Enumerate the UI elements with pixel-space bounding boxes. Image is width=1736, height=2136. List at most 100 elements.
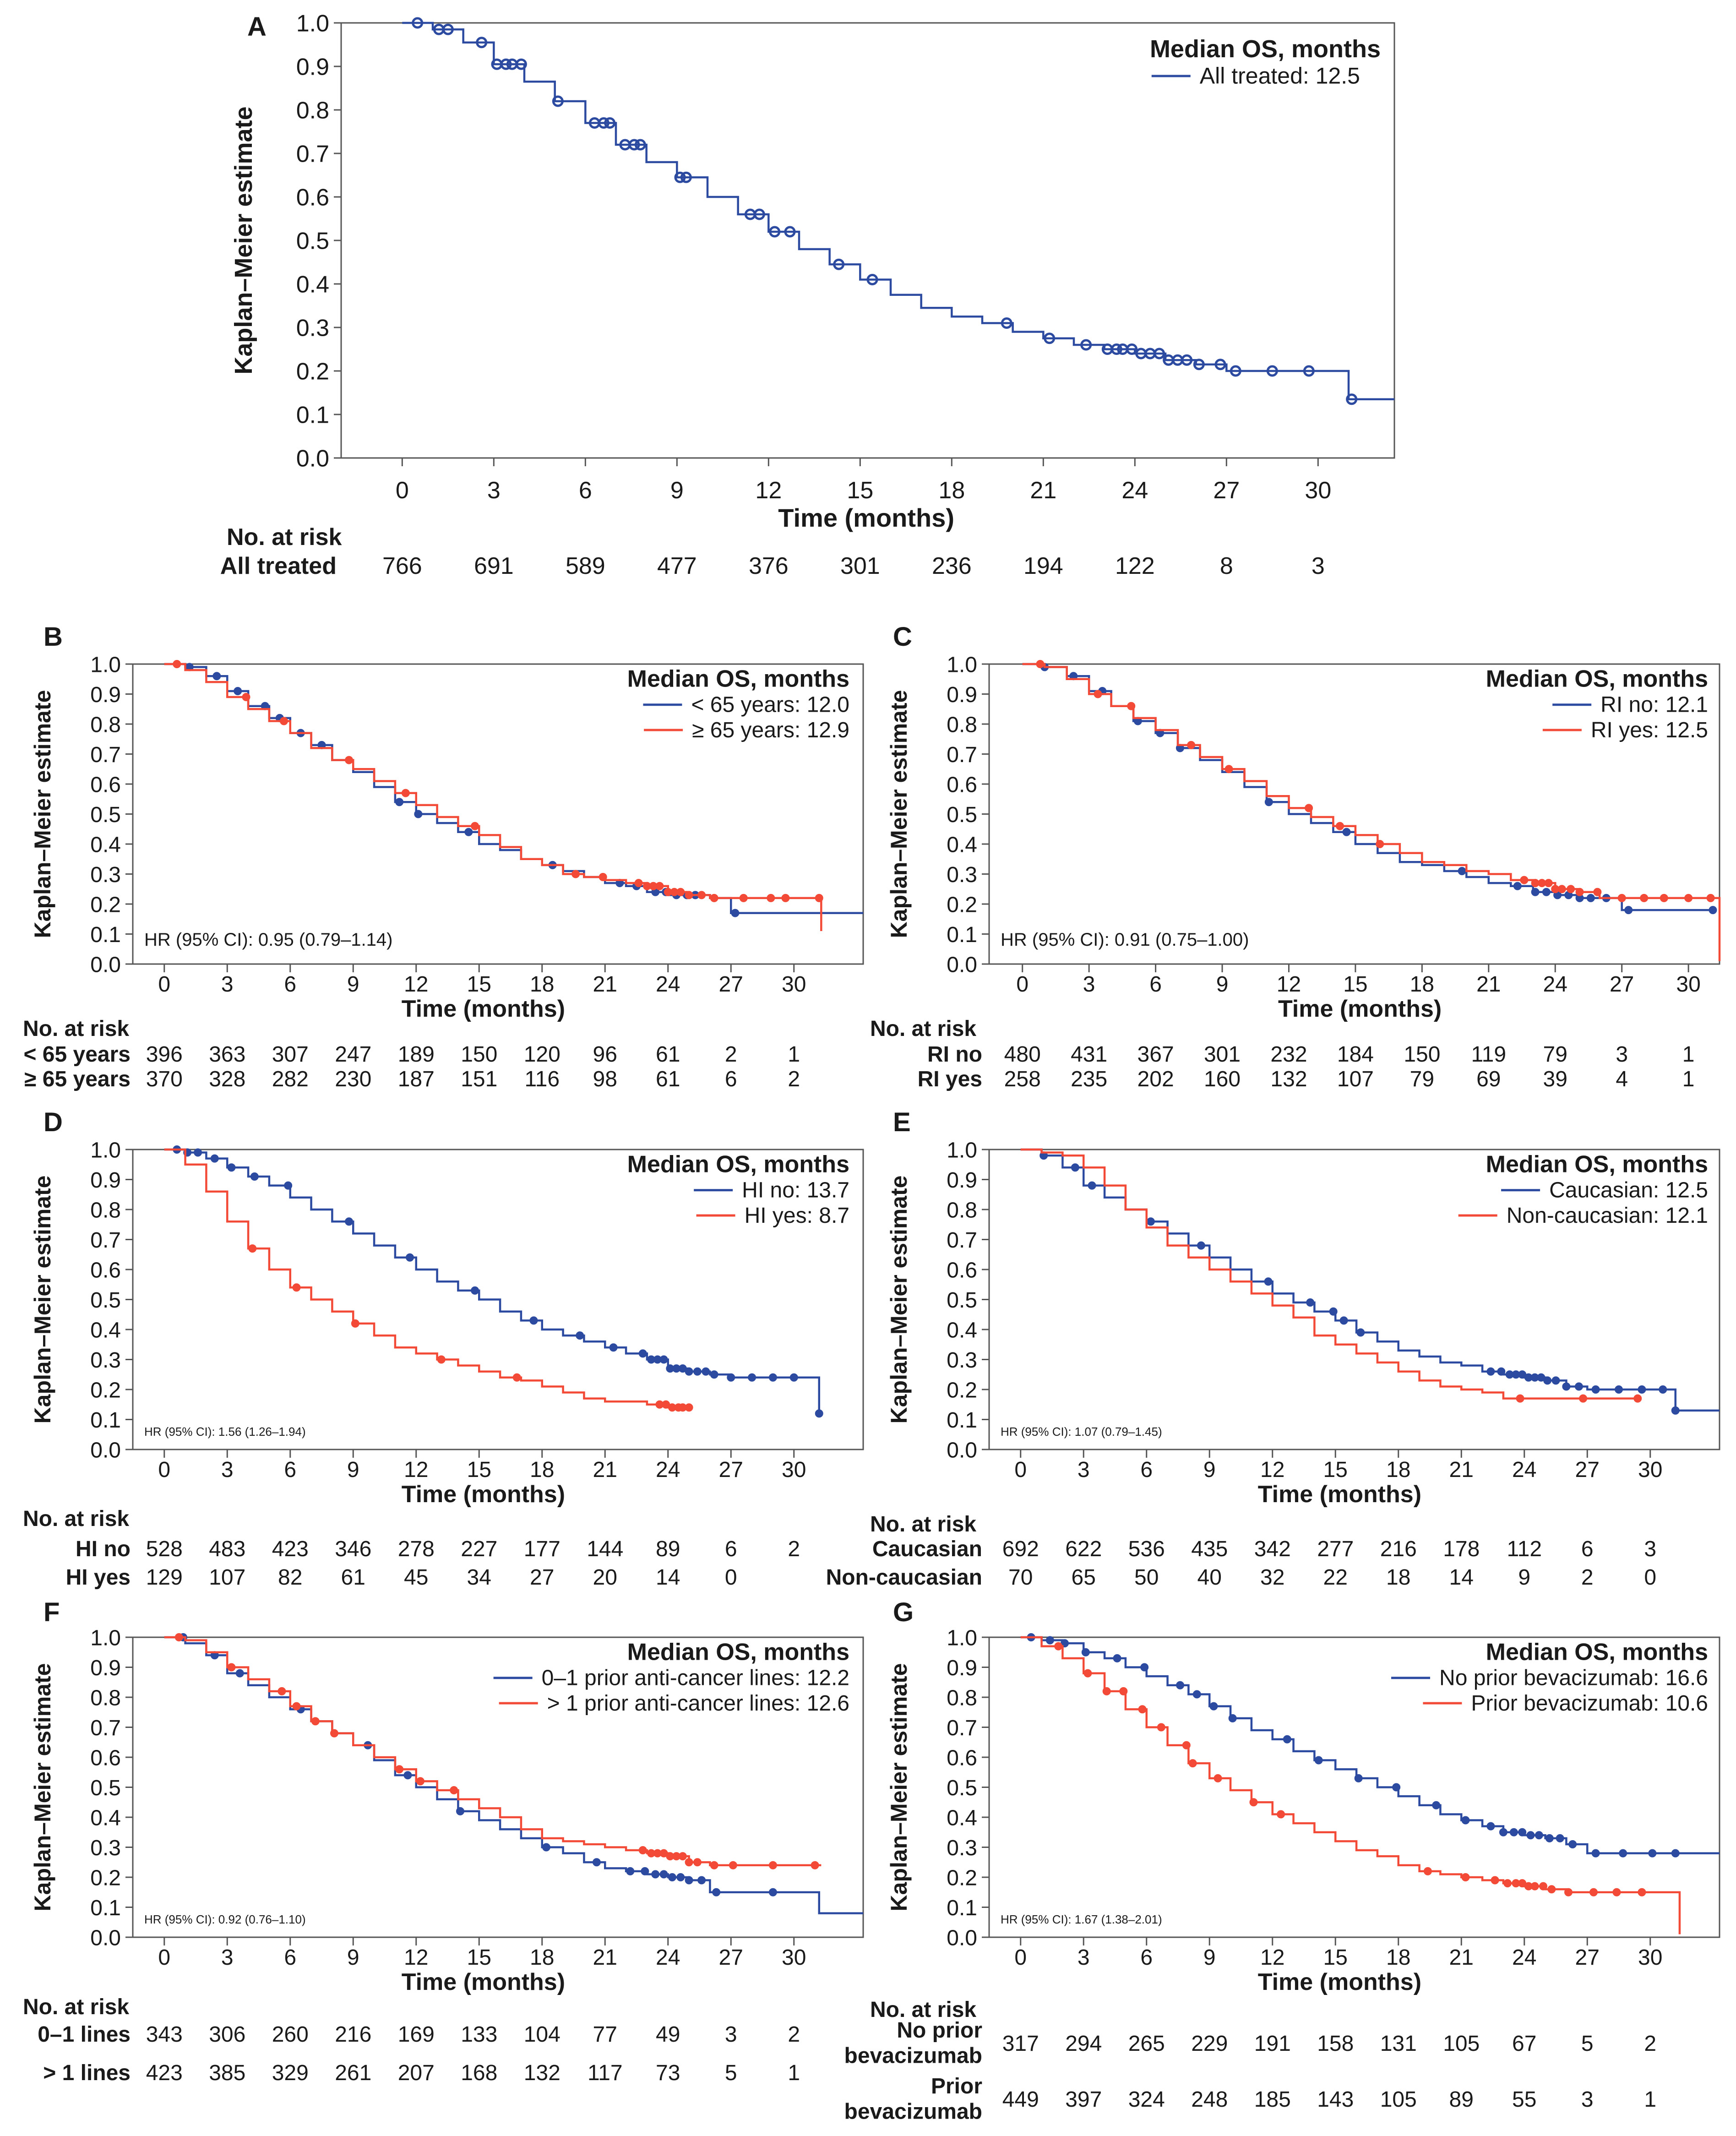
- risk-count: 9: [1518, 1565, 1530, 1590]
- censor-mark: [529, 1316, 538, 1325]
- y-axis-label: Kaplan–Meier estimate: [230, 106, 257, 374]
- risk-count: 132: [1270, 1067, 1307, 1091]
- x-tick-label: 6: [284, 1458, 296, 1482]
- legend-entry: Prior bevacizumab: 10.6: [1471, 1691, 1708, 1716]
- risk-count: 449: [1002, 2087, 1039, 2112]
- risk-count: 116: [524, 1067, 560, 1091]
- y-tick-label: 1.0: [90, 653, 121, 677]
- censor-mark: [406, 1253, 414, 1262]
- censor-mark: [710, 1861, 718, 1869]
- censor-mark: [1044, 332, 1056, 344]
- x-axis-label: Time (months): [402, 1481, 565, 1508]
- risk-count: 692: [1002, 1537, 1039, 1561]
- risk-count: 105: [1443, 2032, 1480, 2056]
- x-tick-label: 15: [467, 1945, 491, 1970]
- censor-mark: [1423, 1867, 1432, 1875]
- risk-count: 343: [146, 2022, 183, 2047]
- risk-row-label-line: No prior: [897, 2018, 982, 2043]
- risk-row-label: Caucasian: [872, 1537, 982, 1561]
- censor-mark: [1314, 1756, 1323, 1765]
- y-tick-label: 1.0: [947, 653, 977, 677]
- censor-mark: [1564, 1888, 1573, 1896]
- risk-count: 79: [1543, 1042, 1567, 1067]
- censor-mark: [659, 1355, 668, 1364]
- risk-title: No. at risk: [870, 1512, 976, 1537]
- legend-title: Median OS, months: [1486, 1151, 1708, 1177]
- censor-mark: [729, 1861, 737, 1869]
- risk-count: 328: [209, 1067, 245, 1091]
- censor-mark: [781, 894, 790, 902]
- x-tick-label: 3: [1083, 972, 1095, 997]
- risk-count: 70: [1008, 1565, 1033, 1590]
- risk-count: 0: [1644, 1565, 1656, 1590]
- y-tick-label: 0.4: [947, 1318, 977, 1342]
- censor-mark: [173, 660, 181, 668]
- y-tick-label: 0.7: [90, 1228, 121, 1253]
- x-tick-label: 15: [1323, 1945, 1348, 1970]
- x-axis-label: Time (months): [1278, 996, 1442, 1022]
- legend-entry: HI no: 13.7: [742, 1178, 849, 1203]
- x-tick-label: 12: [404, 1945, 428, 1970]
- risk-count: 194: [1023, 553, 1063, 579]
- y-tick-label: 0.3: [947, 1348, 977, 1373]
- risk-title: No. at risk: [870, 1017, 976, 1041]
- panel-letter: F: [44, 1597, 60, 1627]
- censor-mark: [1551, 1376, 1560, 1385]
- censor-mark: [680, 171, 692, 183]
- legend-entry: Non-caucasian: 12.1: [1507, 1204, 1708, 1228]
- x-tick-label: 9: [347, 1945, 359, 1970]
- y-tick-label: 0.1: [947, 1408, 977, 1433]
- censor-mark: [1513, 882, 1522, 890]
- risk-title: No. at risk: [23, 1995, 129, 2019]
- x-tick-label: 27: [1213, 477, 1240, 504]
- risk-title: No. at risk: [23, 1017, 129, 1041]
- censor-mark: [628, 139, 640, 151]
- y-tick-label: 0.4: [947, 833, 977, 857]
- y-tick-label: 0.8: [90, 713, 121, 737]
- y-tick-label: 0.1: [296, 402, 329, 429]
- risk-count: 3: [1312, 553, 1325, 579]
- risk-count: 96: [593, 1042, 617, 1067]
- censor-mark: [1461, 1816, 1470, 1825]
- censor-mark: [1176, 1681, 1185, 1689]
- x-tick-label: 6: [579, 477, 592, 504]
- y-tick-label: 0.1: [90, 923, 121, 947]
- censor-mark: [1283, 1735, 1291, 1744]
- x-axis-label: Time (months): [402, 996, 565, 1022]
- censor-mark: [1648, 1849, 1657, 1858]
- censor-mark: [278, 1687, 286, 1695]
- risk-count: 61: [341, 1565, 365, 1590]
- y-tick-label: 0.3: [947, 863, 977, 887]
- risk-count: 5: [725, 2061, 737, 2085]
- risk-count: 150: [461, 1042, 497, 1067]
- censor-mark: [1638, 1385, 1646, 1394]
- y-axis-label: Kaplan–Meier estimate: [30, 690, 55, 938]
- y-tick-label: 1.0: [90, 1138, 121, 1162]
- censor-mark: [1591, 1385, 1600, 1394]
- risk-count: 247: [335, 1042, 371, 1067]
- y-tick-label: 0.4: [947, 1806, 977, 1830]
- risk-count: 73: [656, 2061, 680, 2085]
- panel-c: C 1.0 0.9 0.8 0.7 0.6 0.5 0.4 0.3 0.2 0.1 0.0 Kaplan…: [870, 622, 1721, 1091]
- risk-count: 317: [1002, 2032, 1039, 2056]
- y-axis-label: Kaplan–Meier estimate: [30, 1663, 55, 1912]
- risk-count: 144: [587, 1537, 623, 1561]
- censor-mark: [248, 1244, 257, 1253]
- censor-mark: [1277, 1810, 1285, 1819]
- censor-mark: [542, 1843, 550, 1852]
- y-tick-label: 0.3: [296, 315, 329, 342]
- censor-mark: [1617, 894, 1626, 902]
- x-tick-label: 0: [1016, 972, 1029, 997]
- km-curve: [1020, 1636, 1720, 1854]
- y-tick-label: 0.2: [90, 1866, 121, 1890]
- panel-letter: D: [44, 1107, 63, 1137]
- risk-count: 6: [725, 1067, 737, 1091]
- x-tick-label: 0: [158, 1458, 170, 1482]
- censor-mark: [403, 1771, 412, 1780]
- risk-count: 232: [1270, 1042, 1307, 1067]
- risk-count: 89: [656, 1537, 680, 1561]
- risk-count: 49: [656, 2022, 680, 2047]
- hr-label: HR (95% CI): 0.91 (0.75–1.00): [1001, 930, 1249, 950]
- y-tick-label: 0.9: [947, 1656, 977, 1680]
